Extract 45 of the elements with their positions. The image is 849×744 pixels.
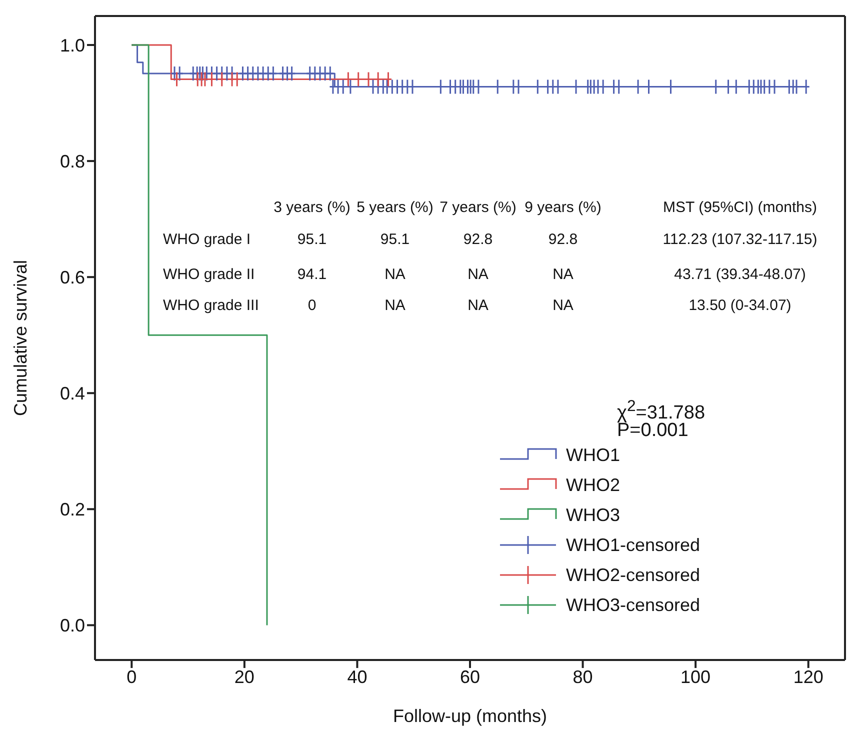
annotation: 43.71 (39.34-48.07) [674,266,806,283]
annotation: 0 [308,297,316,314]
annotation: 95.1 [297,231,327,248]
annotation: NA [468,266,488,283]
legend-label: WHO3 [566,504,620,526]
annotation: 13.50 (0-34.07) [688,297,792,314]
annotation: 5 years (%) [356,199,434,216]
y-tick-label: 0.4 [60,384,85,404]
annotation: 112.23 (107.32-117.15) [662,231,818,248]
annotation: MST (95%CI) (months) [663,199,817,216]
annotation: WHO grade I [163,231,251,248]
x-tick-label: 100 [680,666,711,687]
annotation: 92.8 [548,231,578,248]
annotation: NA [468,297,488,314]
annotation: 94.1 [297,266,327,283]
annotation: WHO grade III [163,297,259,314]
x-tick-label: 40 [347,666,368,687]
legend-label: WHO1 [566,444,620,466]
annotation: NA [552,297,574,314]
y-tick-label: 1.0 [60,35,85,56]
annotation: 9 years (%) [524,199,602,216]
annotation: NA [384,297,406,314]
legend-label: WHO2-censored [566,564,700,586]
y-tick-label: 0.6 [60,267,85,288]
x-tick-label: 20 [234,666,254,687]
annotation: NA [552,266,574,283]
x-tick-label: 120 [793,666,824,687]
y-tick-label: 0.2 [60,500,85,520]
annotation: χ$^{2}$=31.788 [617,398,706,424]
y-tick-label: 0.8 [60,151,85,172]
x-tick-label: 0 [126,666,137,687]
annotation: WHO grade II [163,266,255,283]
legend-label: WHO2 [566,474,620,496]
annotation: 92.8 [463,231,493,248]
annotation: 3 years (%) [274,199,350,216]
legend-label: WHO1-censored [566,534,700,556]
y-tick-label: 0.0 [60,616,85,636]
annotation: 95.1 [380,231,410,248]
x-tick-label: 80 [572,666,593,687]
annotation: 7 years (%) [440,199,516,216]
x-tick-label: 60 [460,666,480,687]
annotation: NA [384,266,406,283]
x-axis-title: Follow-up (months) [392,706,548,726]
y-axis-title: Cumulative survival [10,260,30,416]
legend-label: WHO3-censored [566,594,700,616]
